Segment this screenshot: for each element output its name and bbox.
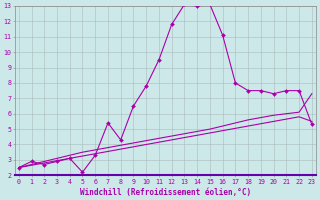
X-axis label: Windchill (Refroidissement éolien,°C): Windchill (Refroidissement éolien,°C) [80, 188, 251, 197]
